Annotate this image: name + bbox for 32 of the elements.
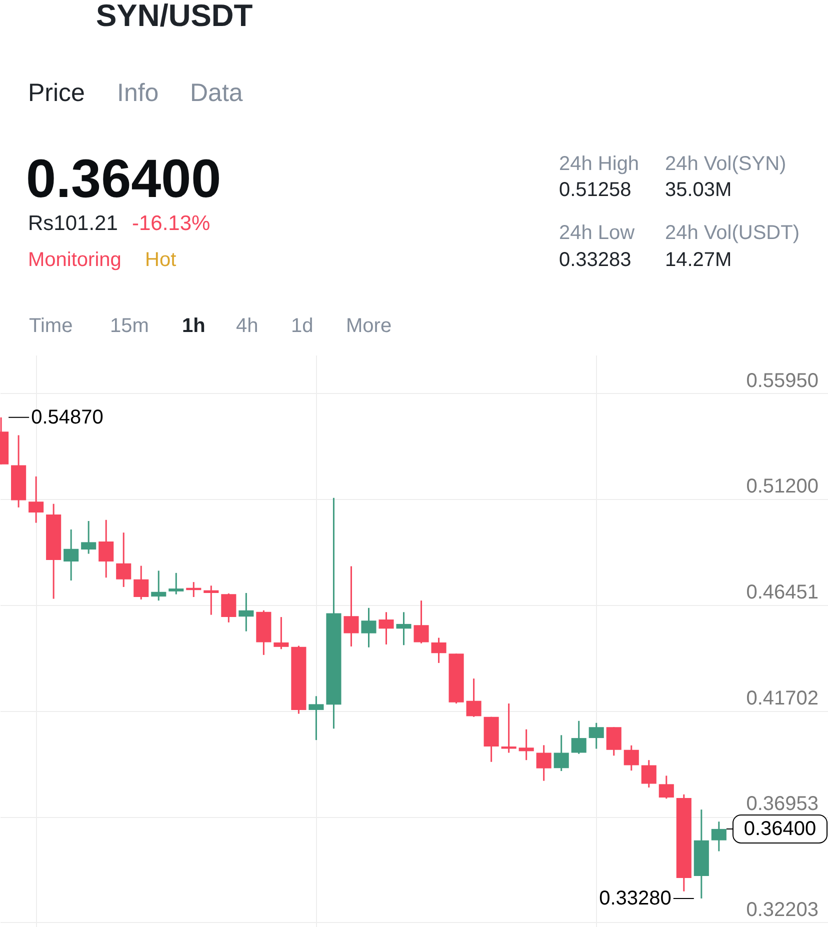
text: 14.27M	[665, 249, 732, 271]
annotation: 0.33280	[599, 887, 672, 910]
text: 0.33283	[559, 249, 632, 271]
text: -16.13%	[132, 212, 210, 235]
text: SYN/USDT	[96, 0, 253, 33]
text: Hot	[145, 249, 177, 271]
text: More	[346, 315, 392, 337]
text: 1d	[291, 315, 314, 337]
text: Monitoring	[28, 249, 122, 271]
text: 1h	[182, 315, 206, 337]
y-tick-label: 0.46451	[746, 581, 818, 604]
y-tick-label: 0.55950	[746, 370, 818, 392]
text: 15m	[110, 315, 149, 337]
text: Price	[28, 79, 85, 107]
text: 24h Vol(USDT)	[665, 222, 800, 244]
text: 0.36400	[26, 149, 222, 209]
text: 35.03M	[665, 179, 732, 201]
annotation: 0.54870	[31, 406, 104, 428]
text: 24h Low	[559, 222, 636, 244]
text: Time	[29, 315, 73, 337]
text: 0.51258	[559, 179, 632, 201]
text: 4h	[236, 315, 258, 337]
text: Info	[117, 79, 159, 107]
y-tick-label: 0.51200	[746, 476, 818, 498]
text: 24h Vol(SYN)	[665, 153, 786, 175]
y-tick-label: 0.41702	[746, 687, 818, 710]
text: 24h High	[559, 153, 640, 175]
y-tick-label: 0.36953	[746, 793, 818, 816]
y-tick-label: 0.32203	[746, 898, 818, 921]
text: Data	[190, 79, 243, 107]
text: Rs101.21	[28, 212, 118, 235]
text: 0.36400	[744, 818, 816, 840]
